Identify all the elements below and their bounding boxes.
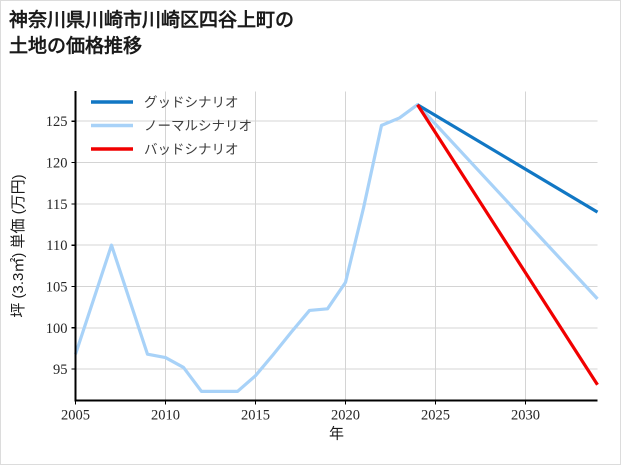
x-tick-label: 2015: [241, 408, 270, 424]
y-tick-label: 110: [46, 238, 67, 254]
x-tick-label: 2005: [61, 408, 90, 424]
y-axis-label: 坪 (3.3㎡) 単価 (万円): [10, 174, 27, 317]
y-axis-ticks-group: 95 100 105 110 115 120 125: [46, 114, 76, 378]
y-tick-label: 115: [46, 197, 67, 213]
x-axis-ticks-group: 2005 2010 2015 2020 2025 2030: [61, 400, 540, 424]
legend-label-bad: バッドシナリオ: [144, 142, 239, 157]
legend-label-normal: ノーマルシナリオ: [144, 119, 252, 134]
series-group: [73, 103, 599, 394]
legend-label-good: グッドシナリオ: [144, 95, 239, 110]
y-tick-label: 125: [46, 114, 68, 130]
y-tick-label: 100: [46, 321, 68, 337]
x-tick-label: 2030: [511, 408, 540, 424]
chart-title: 神奈川県川崎市川崎区四谷上町の 土地の価格推移: [9, 10, 295, 57]
y-tick-label: 120: [46, 156, 68, 172]
x-tick-label: 2025: [421, 408, 450, 424]
y-tick-label: 105: [46, 279, 68, 295]
x-tick-label: 2010: [151, 408, 180, 424]
x-axis-label: 年: [329, 426, 344, 443]
series-line-normal: [73, 103, 599, 394]
series-line-bad: [416, 103, 599, 386]
y-tick-label: 95: [53, 362, 68, 378]
series-line-good: [416, 103, 599, 214]
x-tick-label: 2020: [331, 408, 360, 424]
